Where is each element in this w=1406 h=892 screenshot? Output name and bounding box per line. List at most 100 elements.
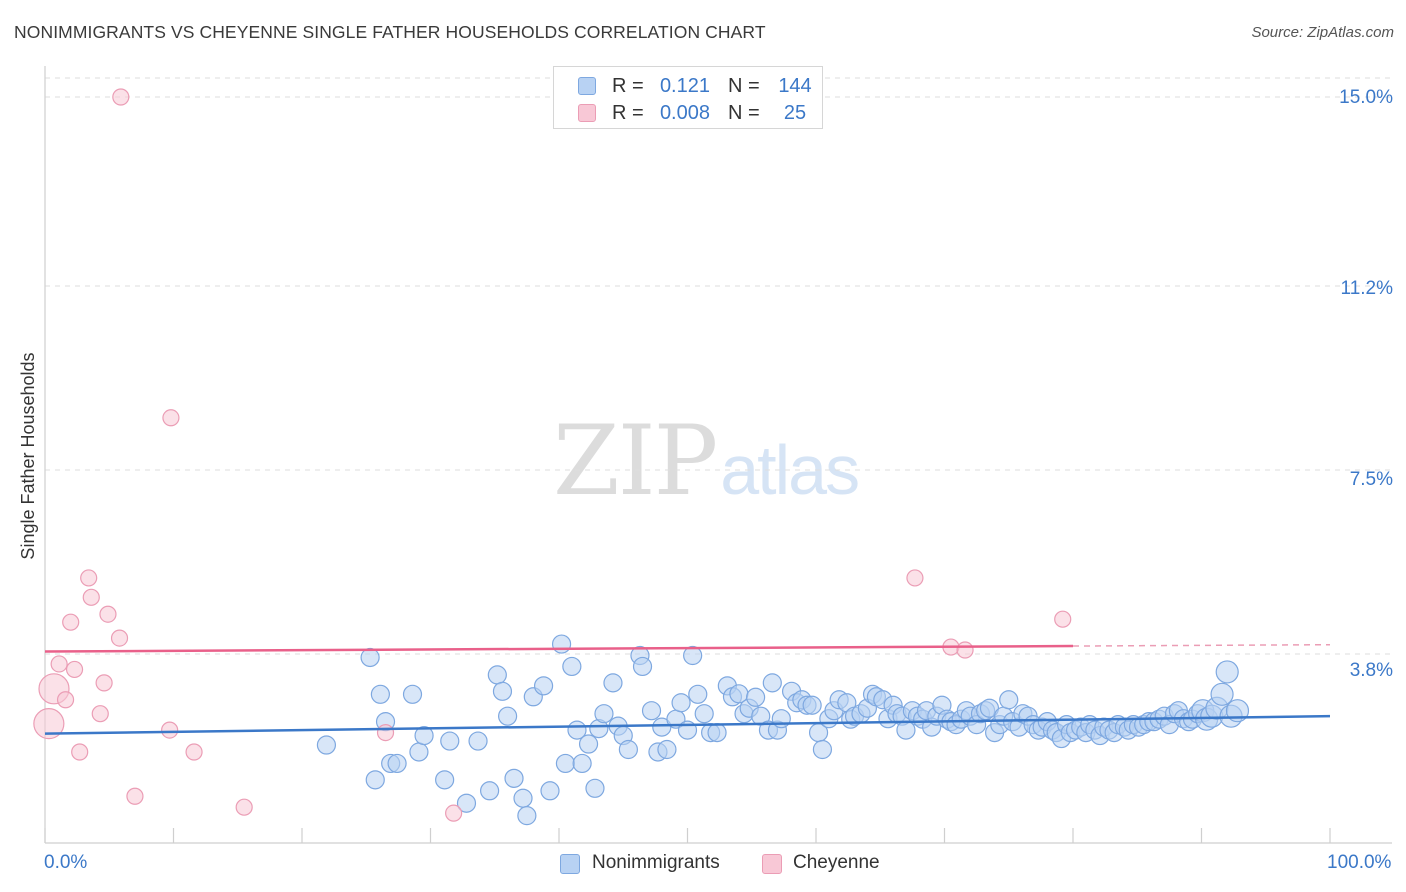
data-point-nonimmigrants: [762, 673, 782, 693]
data-point-cheyenne: [82, 588, 100, 606]
data-point-nonimmigrants: [694, 704, 714, 724]
x-axis-min-label: 0.0%: [44, 852, 88, 873]
data-point-nonimmigrants: [572, 753, 592, 774]
y-tick-label: 7.5%: [1349, 469, 1393, 490]
data-point-nonimmigrants: [387, 753, 407, 774]
data-point-nonimmigrants: [365, 770, 385, 790]
data-point-nonimmigrants: [812, 739, 833, 760]
data-point-nonimmigrants: [540, 781, 560, 801]
data-point-cheyenne: [71, 743, 89, 761]
data-point-nonimmigrants: [492, 681, 513, 701]
data-point-cheyenne: [99, 605, 117, 623]
data-point-nonimmigrants: [707, 722, 727, 743]
bottom-legend-swatch-blue: [560, 854, 580, 874]
data-point-nonimmigrants: [594, 704, 614, 724]
data-point-nonimmigrants: [688, 684, 708, 704]
data-point-cheyenne: [235, 798, 253, 816]
data-point-nonimmigrants: [562, 656, 582, 677]
data-point-cheyenne: [56, 691, 75, 709]
data-point-cheyenne: [80, 569, 98, 587]
x-axis-max-label: 100.0%: [1327, 852, 1392, 873]
data-point-nonimmigrants: [555, 753, 576, 774]
data-point-nonimmigrants: [632, 656, 653, 677]
data-point-cheyenne: [65, 660, 84, 679]
legend-n-value: 25: [783, 102, 807, 124]
data-point-nonimmigrants: [316, 735, 337, 755]
legend-n-value: 144: [778, 75, 812, 97]
data-point-nonimmigrants: [435, 770, 455, 790]
data-point-cheyenne: [91, 705, 109, 723]
legend-r-label: R =: [612, 75, 644, 97]
data-point-cheyenne: [95, 674, 113, 692]
data-point-nonimmigrants: [746, 687, 766, 707]
data-point-nonimmigrants: [641, 701, 662, 721]
data-point-nonimmigrants: [578, 734, 599, 754]
trendline-cheyenne-extension: [1072, 643, 1331, 647]
data-point-nonimmigrants: [468, 731, 488, 751]
data-point-cheyenne: [62, 613, 80, 631]
data-point-nonimmigrants: [513, 788, 533, 808]
bottom-legend-swatch-pink: [762, 854, 782, 874]
legend-row-nonimmigrants: R = 0.121 N = 144: [578, 75, 818, 99]
legend-n-label: N =: [728, 102, 760, 124]
data-point-nonimmigrants: [504, 768, 524, 788]
data-point-nonimmigrants: [414, 725, 434, 746]
data-point-nonimmigrants: [551, 634, 572, 654]
data-point-cheyenne: [376, 723, 395, 742]
trendline-nonimmigrants: [44, 714, 1331, 735]
y-tick-label: 15.0%: [1339, 87, 1393, 108]
legend-row-cheyenne: R = 0.008 N = 25: [578, 102, 818, 126]
y-tick-label: 11.2%: [1340, 278, 1393, 299]
data-point-cheyenne: [185, 743, 203, 761]
data-point-cheyenne: [50, 655, 68, 673]
y-tick-label: 3.8%: [1349, 660, 1393, 681]
data-point-nonimmigrants: [1210, 682, 1234, 706]
data-point-nonimmigrants: [370, 684, 390, 704]
data-point-nonimmigrants: [517, 806, 537, 826]
data-point-cheyenne: [956, 641, 974, 659]
trendline-cheyenne: [44, 644, 1074, 653]
data-point-cheyenne: [126, 787, 144, 805]
data-point-nonimmigrants: [498, 706, 518, 726]
data-point-nonimmigrants: [440, 731, 460, 751]
correlation-legend: R = 0.121 N = 144 R = 0.008 N = 25: [553, 66, 823, 129]
data-point-nonimmigrants: [671, 693, 691, 713]
data-point-nonimmigrants: [360, 647, 380, 668]
data-point-nonimmigrants: [402, 684, 423, 704]
data-point-nonimmigrants: [487, 665, 507, 685]
data-point-nonimmigrants: [683, 645, 703, 666]
data-point-cheyenne: [33, 708, 65, 740]
data-point-cheyenne: [110, 629, 129, 647]
data-point-nonimmigrants: [802, 695, 822, 715]
data-point-cheyenne: [906, 569, 924, 587]
legend-swatch-pink: [578, 104, 596, 122]
legend-n-label: N =: [728, 75, 760, 97]
bottom-legend-label: Cheyenne: [793, 852, 880, 873]
data-point-cheyenne: [161, 721, 179, 739]
legend-swatch-blue: [578, 77, 596, 95]
legend-r-value: 0.008: [659, 102, 710, 124]
source-label: Source: ZipAtlas.com: [1251, 24, 1394, 41]
data-point-cheyenne: [162, 409, 180, 427]
legend-r-value: 0.121: [659, 75, 710, 97]
y-axis-title: Single Father Households: [18, 352, 38, 559]
data-point-nonimmigrants: [999, 690, 1019, 710]
legend-r-label: R =: [612, 102, 644, 124]
data-point-nonimmigrants: [618, 739, 638, 760]
data-point-nonimmigrants: [456, 793, 477, 813]
data-point-nonimmigrants: [585, 778, 605, 798]
chart-title: NONIMMIGRANTS VS CHEYENNE SINGLE FATHER …: [14, 22, 766, 42]
data-point-nonimmigrants: [603, 673, 623, 693]
data-point-nonimmigrants: [1215, 660, 1239, 684]
data-point-nonimmigrants: [480, 781, 500, 801]
data-point-nonimmigrants: [657, 739, 677, 760]
data-point-cheyenne: [1054, 610, 1072, 628]
data-point-cheyenne: [445, 804, 463, 822]
watermark-zip: ZIP: [553, 405, 718, 517]
data-point-nonimmigrants: [409, 742, 429, 762]
data-point-nonimmigrants: [533, 676, 554, 696]
bottom-legend-label: Nonimmigrants: [592, 852, 720, 873]
data-point-nonimmigrants: [771, 709, 791, 729]
data-point-cheyenne: [112, 88, 130, 106]
